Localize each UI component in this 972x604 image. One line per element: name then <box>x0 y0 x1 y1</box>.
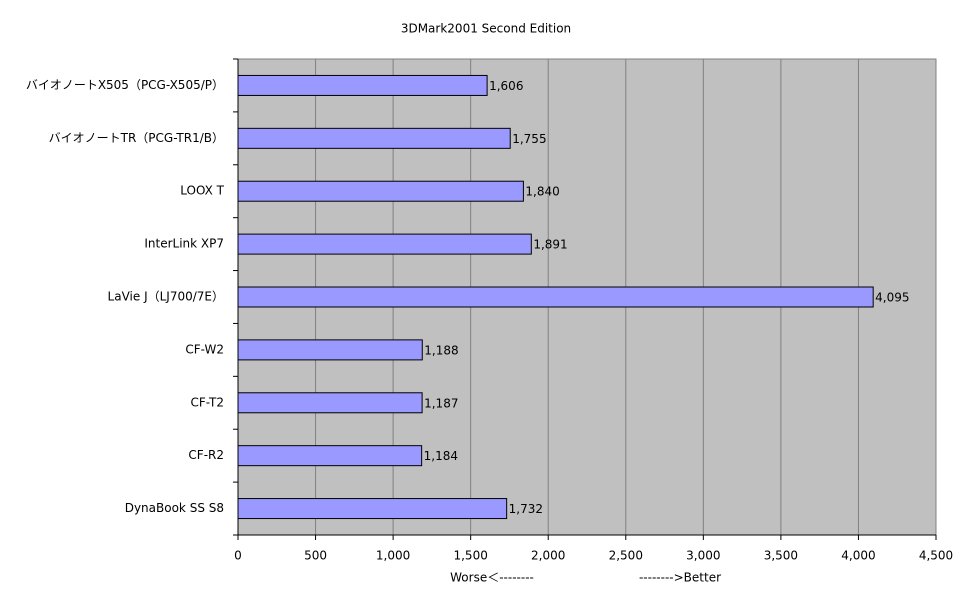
x-tick-label: 500 <box>304 549 327 563</box>
x-tick-label: 4,000 <box>841 549 875 563</box>
bar <box>237 445 423 467</box>
value-label: 1,891 <box>533 238 567 252</box>
value-label: 1,755 <box>512 132 546 146</box>
x-tick-label: 3,000 <box>686 549 720 563</box>
y-tick-label: CF-T2 <box>191 395 224 409</box>
value-label: 1,606 <box>489 79 523 93</box>
x-tick-label: 0 <box>234 549 242 563</box>
y-tick-label: DynaBook SS S8 <box>125 501 224 515</box>
bar <box>237 127 511 149</box>
bar <box>237 233 532 255</box>
value-label: 4,095 <box>875 291 909 305</box>
y-tick-label: CF-R2 <box>188 448 224 462</box>
y-tick-label: CF-W2 <box>185 342 224 356</box>
x-axis-note: -------->Better <box>639 571 721 585</box>
x-tick-label: 4,500 <box>919 549 953 563</box>
bar <box>237 180 524 202</box>
x-tick-label: 1,500 <box>453 549 487 563</box>
y-tick-label: バイオノートX505（PCG-X505/P） <box>26 78 224 92</box>
y-tick-label: LOOX T <box>180 184 224 198</box>
y-tick-label: バイオノートTR（PCG-TR1/B） <box>49 131 224 145</box>
bar <box>237 74 488 96</box>
bar <box>237 339 423 361</box>
value-label: 1,732 <box>509 502 543 516</box>
bar <box>237 392 423 414</box>
y-tick-label: InterLink XP7 <box>144 237 224 251</box>
y-tick-label: LaVie J（LJ700/7E） <box>108 290 224 304</box>
x-tick-label: 2,000 <box>531 549 565 563</box>
value-label: 1,187 <box>424 396 458 410</box>
x-axis-note: Worse＜-------- <box>450 571 534 585</box>
value-label: 1,188 <box>424 343 458 357</box>
value-label: 1,840 <box>525 185 559 199</box>
bar <box>237 286 874 308</box>
x-tick-label: 2,500 <box>609 549 643 563</box>
bar <box>237 498 508 520</box>
chart-title: 3DMark2001 Second Edition <box>401 22 571 36</box>
value-label: 1,184 <box>424 449 458 463</box>
x-tick-label: 3,500 <box>764 549 798 563</box>
x-tick-label: 1,000 <box>376 549 410 563</box>
